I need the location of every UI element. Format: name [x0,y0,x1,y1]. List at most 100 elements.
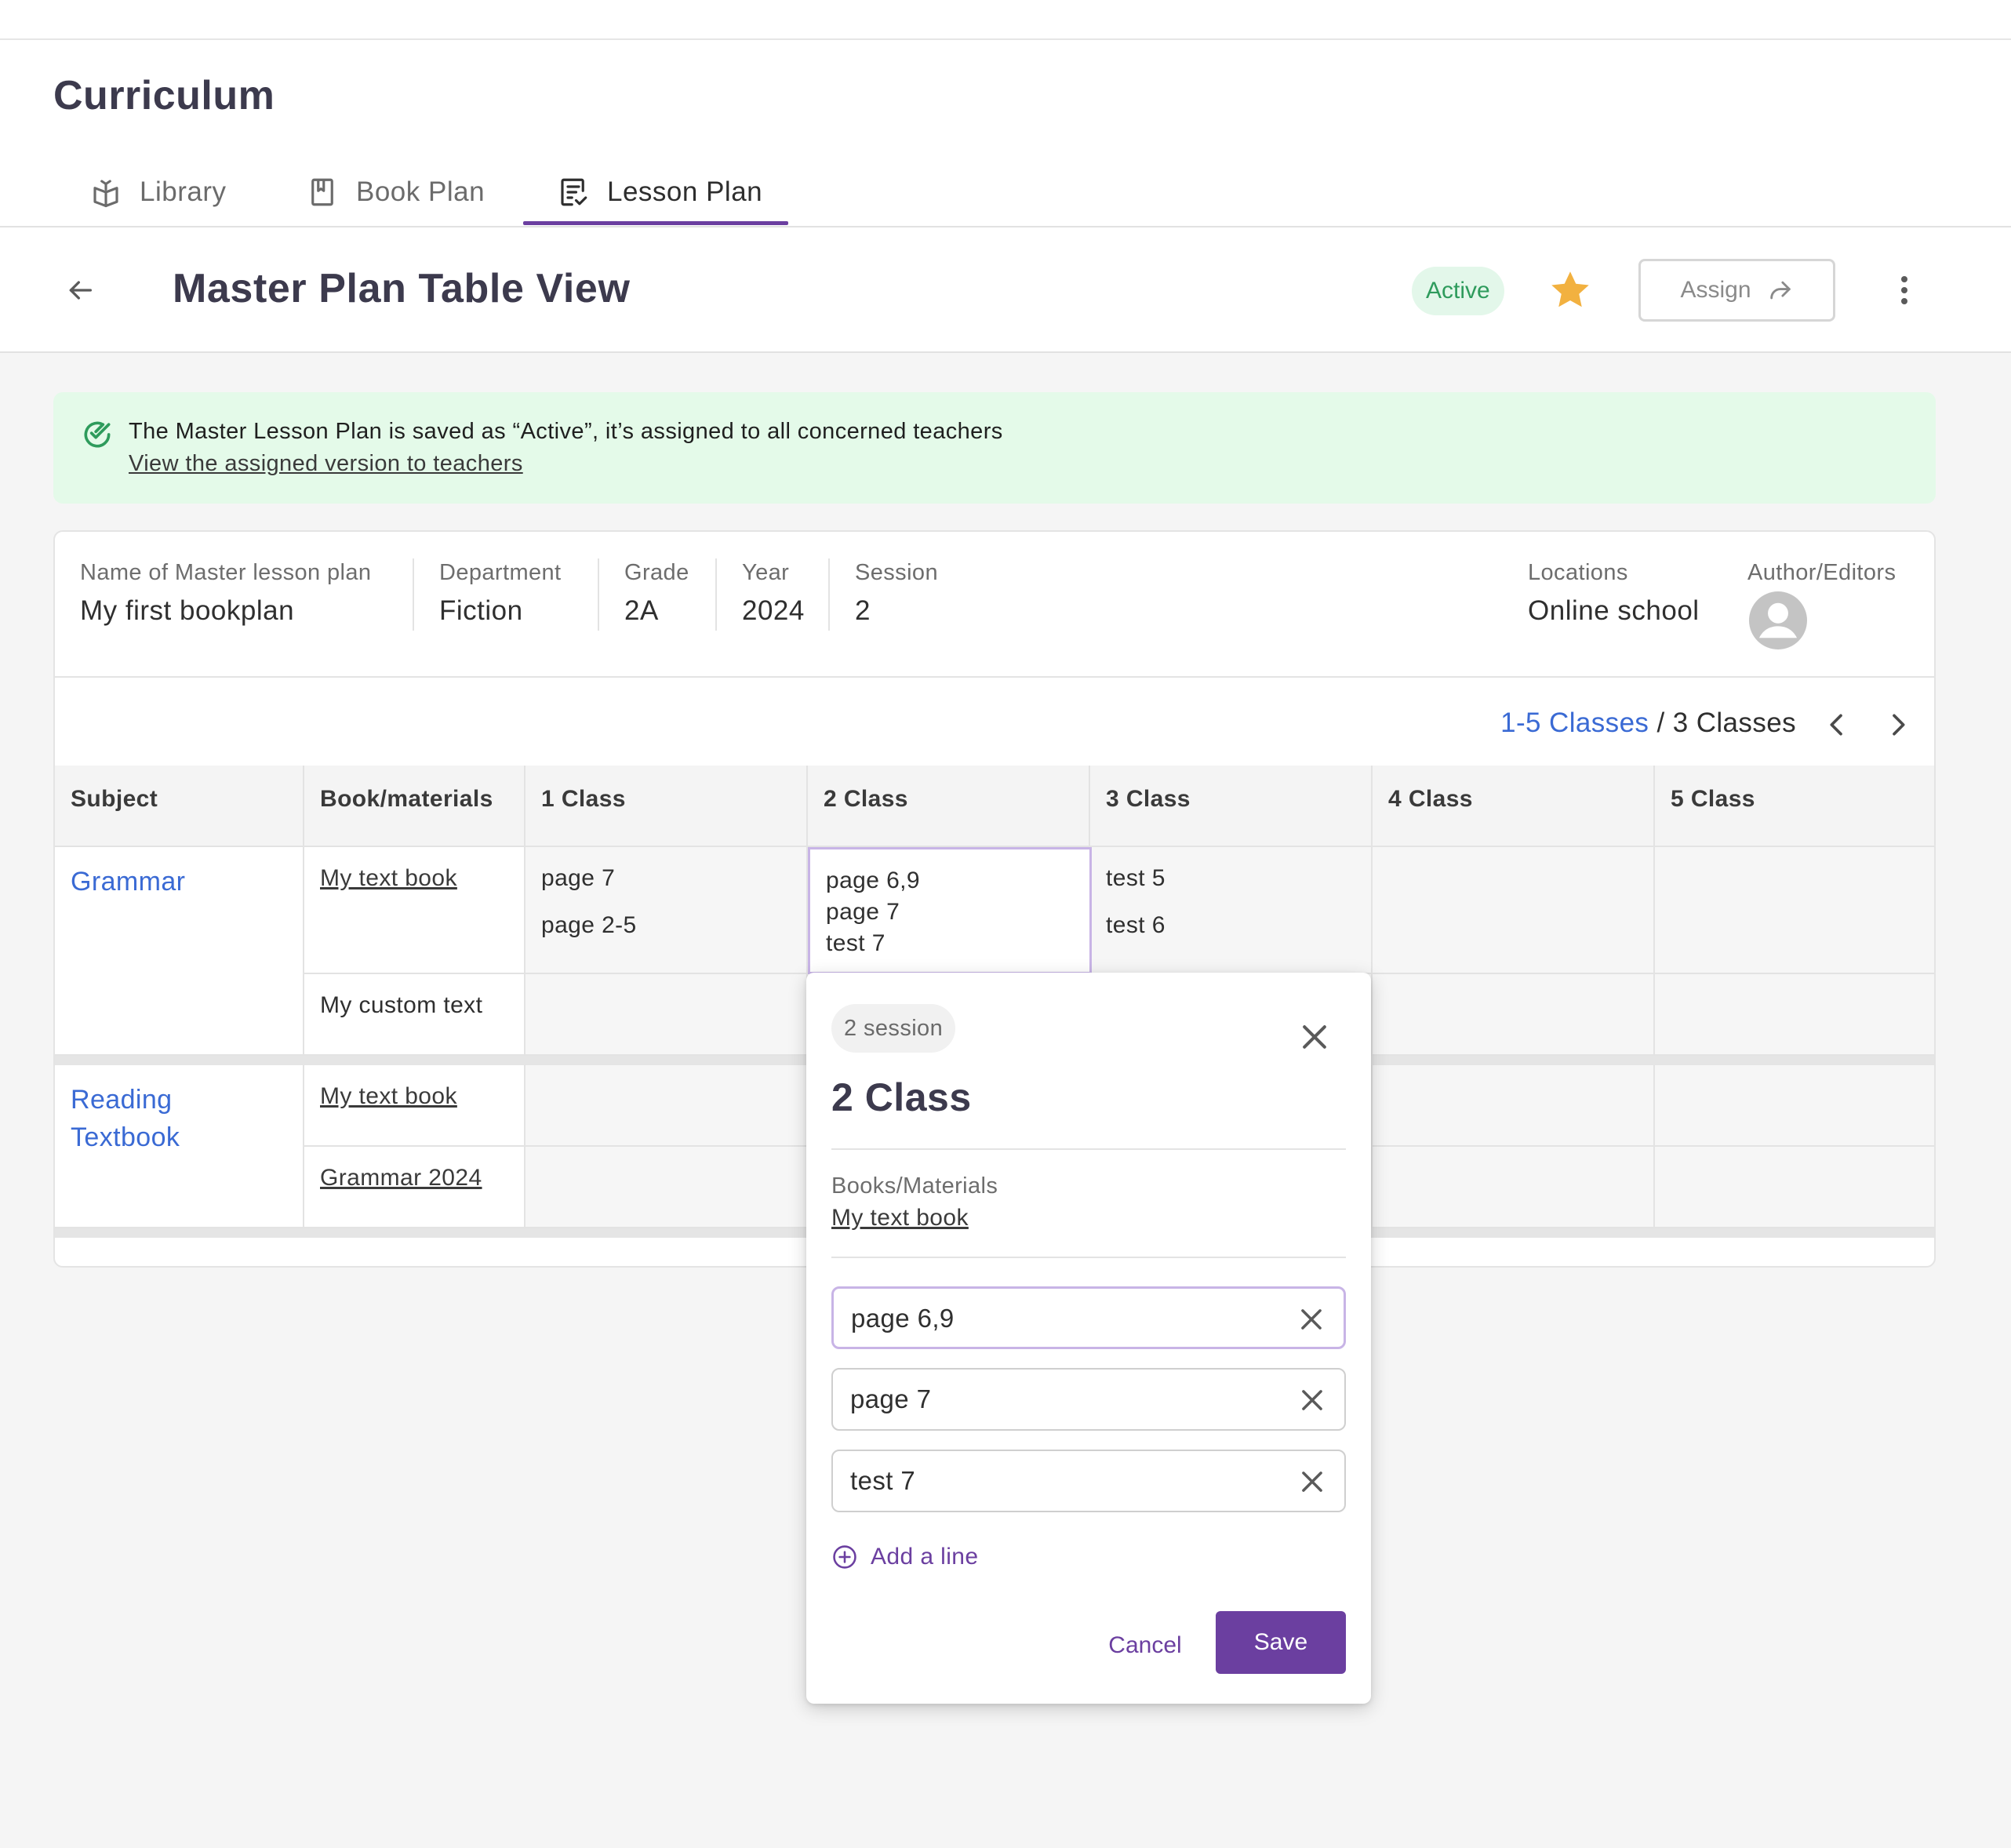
header: Curriculum Library Book Plan Lesson Plan [0,0,2011,353]
avatar-icon[interactable] [1749,591,1807,649]
library-icon [93,180,118,208]
meta-authors-label: Author/Editors [1747,560,1896,585]
meta-locations: Locations Online school [1528,560,1700,627]
class-cell[interactable] [1373,1147,1655,1228]
column-header-class-5: 5 Class [1655,766,1934,847]
add-line-button[interactable]: Add a line [831,1544,978,1570]
meta-locations-label: Locations [1528,560,1628,585]
tab-lesson-plan[interactable]: Lesson Plan [557,157,762,227]
tab-library[interactable]: Library [89,157,226,227]
pager-total: 3 Classes [1672,708,1796,738]
line-field[interactable] [831,1286,1346,1349]
book-link[interactable]: Grammar 2024 [320,1165,482,1191]
meta-name-value: My first bookplan [80,595,295,626]
line-input[interactable] [850,1451,1274,1511]
assign-button[interactable]: Assign [1638,259,1835,322]
meta-year-value: 2024 [742,595,805,626]
back-button[interactable] [56,267,104,314]
cancel-button[interactable]: Cancel [1098,1614,1192,1677]
chevron-left-icon[interactable] [1821,709,1853,740]
subject-link[interactable]: Reading Textbook [71,1085,180,1152]
view-assigned-version-link[interactable]: View the assigned version to teachers [129,451,523,476]
column-header-class-2: 2 Class [808,766,1090,847]
book-custom-text: My custom text [320,992,483,1018]
line-input[interactable] [850,1370,1274,1429]
alert-message: The Master Lesson Plan is saved as “Acti… [129,419,1003,444]
divider [831,1148,1346,1150]
subject-cell: Grammar [55,847,304,1056]
tab-library-label: Library [140,176,227,207]
more-vertical-icon [1901,276,1907,304]
active-tab-indicator [523,221,788,225]
plus-circle-icon [833,1545,856,1569]
star-icon[interactable] [1547,267,1594,314]
class-cell[interactable] [1655,974,1934,1056]
top-bar [0,0,2011,40]
class-cell[interactable] [525,1147,808,1228]
cell-edit-popover: 2 session 2 Class Books/Materials My tex… [806,973,1371,1704]
clear-icon[interactable] [1296,1304,1326,1334]
class-cell[interactable] [1655,847,1934,974]
book-cell: Grammar 2024 [304,1147,525,1228]
popover-title: 2 Class [831,1075,972,1119]
divider [831,1257,1346,1258]
column-header-class-1: 1 Class [525,766,808,847]
clear-icon[interactable] [1297,1385,1327,1415]
class-cell[interactable] [1655,1065,1934,1147]
meta-year: Year 2024 [742,560,805,627]
selected-class-cell[interactable]: page 6,9 page 7 test 7 [808,847,1092,974]
meta-department-label: Department [439,560,562,585]
share-arrow-icon [1769,281,1791,300]
plan-metadata: Name of Master lesson plan My first book… [55,532,1934,678]
book-cell: My text book [304,847,525,974]
class-cell[interactable] [1655,1147,1934,1228]
cell-line: test 7 [826,930,885,956]
tab-book-plan[interactable]: Book Plan [306,157,485,227]
pager-text: 1-5 Classes / 3 Classes [1500,708,1796,739]
clear-icon[interactable] [1297,1467,1327,1497]
subject-link[interactable]: Grammar [71,867,186,897]
line-field[interactable] [831,1368,1346,1431]
assign-button-label: Assign [1680,277,1751,303]
meta-session-label: Session [855,560,938,585]
class-cell[interactable] [1373,974,1655,1056]
class-pager: 1-5 Classes / 3 Classes [55,678,1934,764]
chevron-right-icon[interactable] [1882,709,1914,740]
meta-divider [413,558,414,631]
class-cell[interactable]: page 7 page 2-5 [525,847,808,974]
line-field[interactable] [831,1450,1346,1512]
bookmark-icon [311,178,333,206]
meta-divider [715,558,717,631]
app-title: Curriculum [53,73,275,118]
meta-department-value: Fiction [439,595,523,626]
more-options-button[interactable] [1882,267,1926,314]
line-input[interactable] [851,1289,1275,1348]
class-cell[interactable] [525,974,808,1056]
class-cell[interactable]: test 5 test 6 [1090,847,1373,974]
cell-line: test 6 [1106,912,1166,938]
column-header-book: Book/materials [304,766,525,847]
status-badge: Active [1412,267,1504,315]
tab-lesson-plan-label: Lesson Plan [607,176,763,207]
books-materials-link[interactable]: My text book [831,1205,969,1231]
meta-session: Session 2 [855,560,938,627]
add-line-label: Add a line [871,1544,979,1570]
meta-grade-label: Grade [624,560,689,585]
subject-cell: Reading Textbook [55,1065,304,1228]
book-link[interactable]: My text book [320,865,457,891]
meta-name-label: Name of Master lesson plan [80,560,372,585]
column-header-subject: Subject [55,766,304,847]
close-icon[interactable] [1297,1020,1332,1054]
meta-year-label: Year [742,560,790,585]
tab-bar: Library Book Plan Lesson Plan [0,157,2011,227]
meta-name: Name of Master lesson plan My first book… [80,560,371,627]
cell-line: page 2-5 [541,912,637,938]
meta-divider [828,558,830,631]
save-button[interactable]: Save [1216,1611,1346,1674]
class-cell[interactable] [1373,1065,1655,1147]
class-cell[interactable] [1373,847,1655,974]
page-titlebar: Master Plan Table View Active Assign [0,227,2011,353]
pager-range[interactable]: 1-5 Classes [1500,708,1649,738]
class-cell[interactable] [525,1065,808,1147]
book-link[interactable]: My text book [320,1083,457,1109]
